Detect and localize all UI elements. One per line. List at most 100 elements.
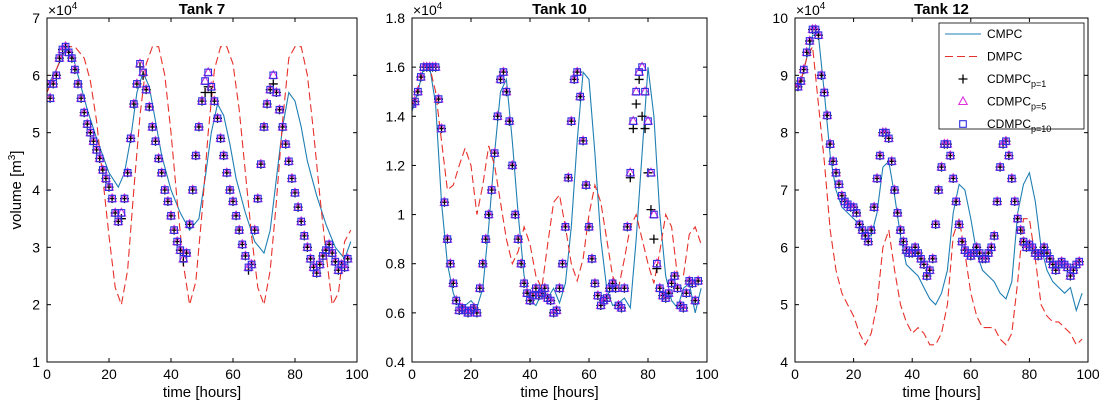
series-cdmpc-p-10-point [823,111,832,120]
plot-series-group [795,23,1085,347]
series-cdmpc-p-10-point [238,240,247,249]
series-cdmpc-p-10-point [629,117,638,126]
series-cdmpc-p-10-point [958,237,966,246]
series-cdmpc-p-10-point [632,87,641,96]
series-cdmpc-p-10-point [434,95,443,103]
series-cdmpc-p-10-point [928,254,937,263]
x-tick-label: 20 [463,366,479,382]
series-cdmpc-p-10-point [260,123,268,131]
series-cdmpc-p-10-point [561,223,570,231]
x-tick-label: 40 [163,366,179,382]
series-cdmpc-p-10-point [446,259,455,268]
series-cdmpc-p-10-point [952,197,960,206]
series-cdmpc-p-10-point [502,87,511,96]
legend-item-cdmpc-p-5-sub: p=5 [1031,102,1046,112]
x-tick-label: 60 [225,366,241,382]
series-dmpc-line [47,46,352,307]
series-cdmpc-p-10-point [437,124,446,133]
y-tick-label: 9 [780,67,788,83]
series-cdmpc-p-10-point [943,140,952,148]
series-cdmpc-p-10-point [188,186,197,194]
series-cdmpc-p-5-point [795,81,801,91]
x-tick-label: 80 [287,366,303,382]
series-cdmpc-p-10-point [884,134,893,143]
y-tick-label: 1.6 [386,59,406,75]
series-cdmpc-p-10-point [946,151,955,160]
y-tick-label: 1 [32,354,40,370]
series-cdmpc-p-10-point [835,180,843,189]
series-cdmpc-p-10-point [691,296,700,305]
y-axis-label-sup: 3 [7,154,18,160]
series-cdmpc-p-10-point [679,304,688,312]
series-cdmpc-p-10-point [682,289,691,298]
series-cdmpc-p-10-point [523,289,531,298]
series-cdmpc-p-10-point [95,154,104,163]
series-cdmpc-p-10-point [300,232,309,240]
series-cdmpc-p-10-point [588,254,596,263]
series-cdmpc-p-10-point [86,128,95,137]
series-cdmpc-p-10-point [120,194,129,203]
legend-item-cdmpc-p-1-sub: p=1 [1031,79,1046,89]
series-cdmpc-p-10-point [802,48,811,57]
y-exponent-power: 4 [437,1,443,12]
series-cdmpc-p-10-point [652,259,661,268]
series-cdmpc-p-10-point [157,168,166,177]
series-cdmpc-p-10-point [148,123,157,131]
series-cdmpc-p-10-point [343,254,352,263]
series-cdmpc-p-10-point [1005,151,1013,160]
series-cdmpc-p-10-point [937,163,946,171]
series-cdmpc-p-5-point [412,98,418,108]
series-cdmpc-p-10-point [564,173,573,182]
y-exponent-label: ×104 [413,1,443,18]
series-cdmpc-p-10-point [532,284,540,293]
series-cdmpc-p-10-point [817,71,826,80]
series-cdmpc-p-10-point [173,237,182,246]
series-cdmpc-p-1-point [652,264,662,274]
series-cdmpc-p-10-point [670,272,679,280]
series-cdmpc-p-10-point [160,186,169,194]
series-cdmpc-p-10-point [136,60,144,68]
series-cdmpc-p-10-point [235,226,244,234]
series-cdmpc-p-10-markers [795,25,1084,280]
x-tick-label: 100 [695,366,719,382]
series-cdmpc-p-10-point [291,189,299,197]
x-tick-label: 60 [581,366,597,382]
series-cdmpc-p-10-point [475,284,484,293]
series-cdmpc-p-10-point [281,140,290,148]
series-cdmpc-p-10-point [529,291,537,300]
series-cdmpc-p-10-point [934,186,943,194]
series-cdmpc-p-10-point [55,54,64,62]
series-cdmpc-p-10-point [638,63,646,71]
y-tick-label: 0.8 [386,256,406,272]
series-cdmpc-p-10-point [481,235,490,243]
x-tick-label: 60 [963,366,979,382]
series-cdmpc-p-10-point [80,108,89,117]
x-tick-label: 40 [522,366,538,382]
series-cdmpc-p-10-point [873,174,881,183]
y-axis-label-tail: ] [8,151,25,155]
series-cdmpc-p-10-point [655,284,664,293]
series-cdmpc-p-10-point [303,243,312,252]
series-cdmpc-p-10-point [257,160,265,169]
series-cdmpc-p-10-point [306,254,315,263]
series-cdmpc-p-10-point [664,289,673,298]
series-cdmpc-p-10-point [1010,197,1019,206]
series-cdmpc-p-10-point [826,140,835,148]
series-cdmpc-p-10-point [867,226,876,234]
series-cdmpc-p-10-point [949,174,958,183]
series-cdmpc-p-10-point [340,263,349,272]
series-cdmpc-p-10-point [83,120,92,128]
series-cdmpc-p-10-point [126,134,135,143]
y-tick-label: 1.4 [386,108,406,124]
x-tick-label: 40 [904,366,920,382]
series-cdmpc-p-10-point [490,149,499,157]
series-cdmpc-p-10-point [931,220,940,229]
series-cdmpc-p-10-point [585,223,593,231]
series-cdmpc-p-10-point [297,217,306,226]
series-cdmpc-p-10-point [876,151,884,160]
y-tick-label: 1 [397,207,405,223]
series-cdmpc-p-10-point [129,100,138,108]
series-cdmpc-p-10-markers [47,42,352,277]
